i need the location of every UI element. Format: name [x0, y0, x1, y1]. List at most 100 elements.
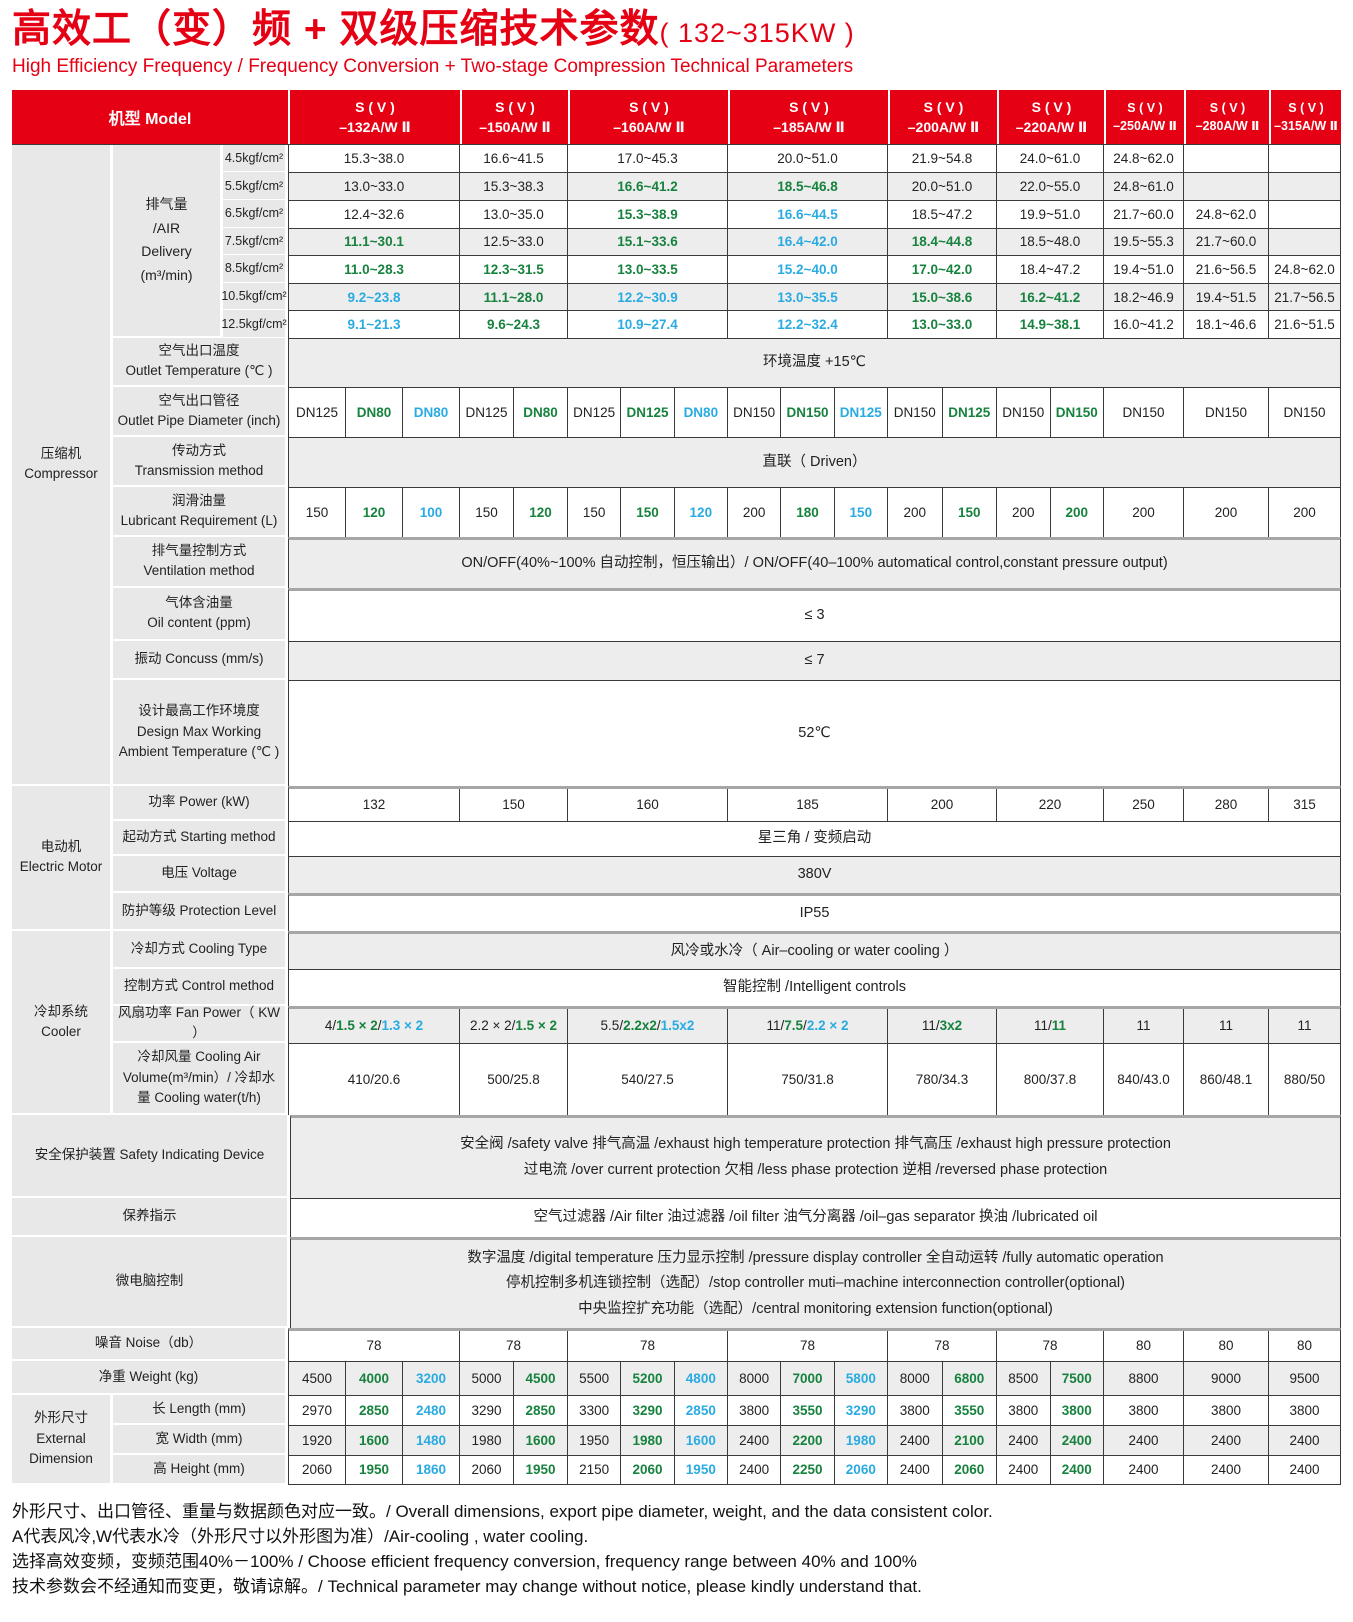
label-line: 空气出口管径 [158, 392, 240, 408]
air-value: 18.2~46.9 [1103, 283, 1183, 311]
value-segment: 16.6~41.5 [483, 151, 544, 167]
value-segment: 11.0~28.3 [344, 261, 404, 277]
value-segment: 16.6~41.2 [617, 179, 678, 195]
subcell-value: DN150 [733, 404, 776, 420]
row-oil: 气体含油量 Oil content (ppm) ≤ 3 [113, 587, 1341, 641]
subcell-group: 3800 3800 [996, 1395, 1103, 1425]
row-label-volume: 冷却风量 Cooling Air Volume(m³/min）/ 冷却水量 Coo… [113, 1042, 288, 1115]
subcell-value: 3200 [402, 1361, 459, 1395]
air-value: 13.0~35.5 [727, 283, 887, 311]
label-line: –132A/W Ⅱ [339, 118, 411, 135]
subcell-value: 4800 [673, 1361, 727, 1395]
value-segment: 9.1~21.3 [347, 317, 401, 333]
value-segment: 11/ [1033, 1018, 1052, 1034]
row-data-safety: 安全阀 /safety valve 排气高温 /exhaust high tem… [290, 1114, 1341, 1198]
row-cooling-type: 冷却方式 Cooling Type 风冷或水冷（ Air–cooling or w… [113, 930, 1341, 969]
label-line: –185A/W Ⅱ [773, 118, 845, 135]
subcell-value: 2060 [833, 1455, 887, 1484]
subcell-group: 150 120 100 [289, 487, 459, 537]
air-value: 16.2~41.2 [996, 283, 1103, 311]
subcell-value: 3800 [739, 1402, 770, 1418]
air-row-data: 13.0~33.0 15.3~38.3 16.6~41.2 18.5~46.8 20.0… [288, 172, 1341, 200]
row-pipe: 空气出口管径 Outlet Pipe Diameter (inch) DN125 DN… [113, 386, 1341, 437]
air-row-7.5kgf/cm²: 7.5kgf/cm² 11.1~30.1 12.5~33.0 15.1~33.6 16.… [223, 227, 1341, 256]
value-cell: 78 [289, 1331, 459, 1361]
value-segment: 24.8~61.0 [1113, 179, 1174, 195]
row-label-voltage: 电压 Voltage [113, 855, 288, 893]
value-segment: 78 [639, 1338, 656, 1354]
subcell-value: 200 [1214, 504, 1238, 520]
air-value: 12.3~31.5 [459, 256, 567, 283]
air-value: 10.9~27.4 [567, 311, 727, 338]
subcell-group: 200 [1103, 487, 1183, 537]
subcell-group: 1950 1980 1600 [567, 1425, 727, 1455]
row-data-volume: 410/20.6 500/25.8 540/27.5 750/31.8 780/34.3… [288, 1042, 1341, 1115]
label-line: S ( V ) [923, 98, 964, 115]
value-cell: 315 [1268, 788, 1340, 821]
label-line: 压缩机 [40, 446, 82, 462]
value-segment: 860/48.1 [1199, 1071, 1253, 1087]
air-value: 21.7~60.0 [1103, 201, 1183, 228]
subcell-group: DN150 [1183, 387, 1268, 437]
span-value-protection: IP55 [289, 896, 1340, 931]
label-line: 外形尺寸 [34, 1410, 88, 1426]
value-segment: 16.6~44.5 [777, 206, 838, 222]
subcell-value: 3550 [941, 1395, 997, 1425]
subcell-group: 2400 [1103, 1455, 1183, 1484]
label-line: –220A/W Ⅱ [1015, 118, 1088, 135]
value-segment: / [803, 1018, 807, 1034]
air-delivery-block: 排气量/AIR Delivery (m³/min) 4.5kgf/cm² 15.3~38… [113, 144, 1341, 338]
row-label-height: 高 Height (mm) [113, 1454, 288, 1485]
group-label-cooler: 冷却系统 Cooler [12, 930, 113, 1115]
subcell-group: 3800 [1268, 1395, 1340, 1425]
label-line: 星三角 / 变频启动 [757, 830, 872, 847]
label-line: 高 Height (mm) [153, 1460, 245, 1476]
row-concuss: 振动 Concuss (mm/s) ≤ 7 [113, 640, 1341, 680]
value-segment: 80 [1135, 1338, 1152, 1354]
section-motor: 电动机 Electric Motor 功率 Power (kW) 132 150 160 1… [12, 785, 1341, 931]
row-label-maintenance: 保养指示 [12, 1197, 290, 1237]
value-segment: 840/43.0 [1117, 1071, 1170, 1087]
subcell-value: 8000 [739, 1370, 770, 1386]
subcell-value: 2400 [1128, 1462, 1159, 1478]
label-line: (m³/min) [140, 267, 193, 284]
subcell-value: 2100 [941, 1425, 997, 1455]
value-cell: 78 [727, 1330, 887, 1361]
value-segment: 18.5~48.0 [1019, 234, 1081, 250]
value-segment: 15.1~33.6 [617, 234, 678, 250]
air-delivery-rows: 4.5kgf/cm² 15.3~38.0 16.6~41.5 17.0~45.3 20.… [221, 144, 1341, 338]
air-value: 19.5~55.3 [1103, 228, 1183, 256]
value-cell: 80 [1268, 1330, 1340, 1361]
air-row-data: 11.1~30.1 12.5~33.0 15.1~33.6 16.4~42.0 18.4… [288, 227, 1341, 256]
subcell-value: 2400 [1289, 1432, 1320, 1448]
subcell-group: 2060 1950 1860 [289, 1455, 459, 1484]
subcell-value: 2400 [1049, 1425, 1104, 1455]
value-cell: 11 [1268, 1008, 1340, 1043]
air-value: 18.5~47.2 [887, 201, 996, 228]
row-data-cooling-type: 风冷或水冷（ Air–cooling or water cooling ） [288, 930, 1341, 969]
page-title: 高效工（变）频 + 双级压缩技术参数( 132~315KW ) [12, 8, 1353, 53]
air-row-data: 11.0~28.3 12.3~31.5 13.0~33.5 15.2~40.0 17.0… [288, 255, 1341, 283]
value-cell: 880/50 [1268, 1043, 1340, 1115]
row-data-protection: IP55 [288, 892, 1341, 931]
label-line: Delivery [141, 243, 192, 260]
row-lubricant: 润滑油量 Lubricant Requirement (L) 150 120 100 15… [113, 486, 1341, 537]
row-voltage: 电压 Voltage 380V [113, 855, 1341, 893]
model-header-2: S ( V ) –150A/W Ⅱ [460, 89, 568, 144]
value-segment: 78 [1042, 1338, 1058, 1354]
row-outlet-temp: 空气出口温度 Outlet Temperature (℃ ) 环境温度 +15℃ [113, 337, 1341, 387]
air-value [1183, 173, 1268, 200]
value-segment: 18.5~47.2 [911, 206, 973, 222]
value-segment: 410/20.6 [347, 1071, 401, 1087]
label-line: 振动 Concuss (mm/s) [134, 651, 264, 667]
row-weight: 净重 Weight (kg) 4500 4000 3200 5000 4500 5500 52… [12, 1360, 1341, 1395]
air-value: 15.3~38.3 [459, 173, 567, 200]
subcell-value: 7500 [1049, 1361, 1104, 1395]
subcell-group: 200 [1183, 487, 1268, 537]
subcell-value: 120 [345, 487, 402, 537]
air-value [1268, 201, 1340, 228]
subcell-group: 8500 7500 [996, 1361, 1104, 1395]
subcell-group: 2400 2100 [887, 1425, 997, 1455]
label-line: S ( V ) [1031, 98, 1072, 115]
subcell-value: 150 [305, 504, 329, 520]
